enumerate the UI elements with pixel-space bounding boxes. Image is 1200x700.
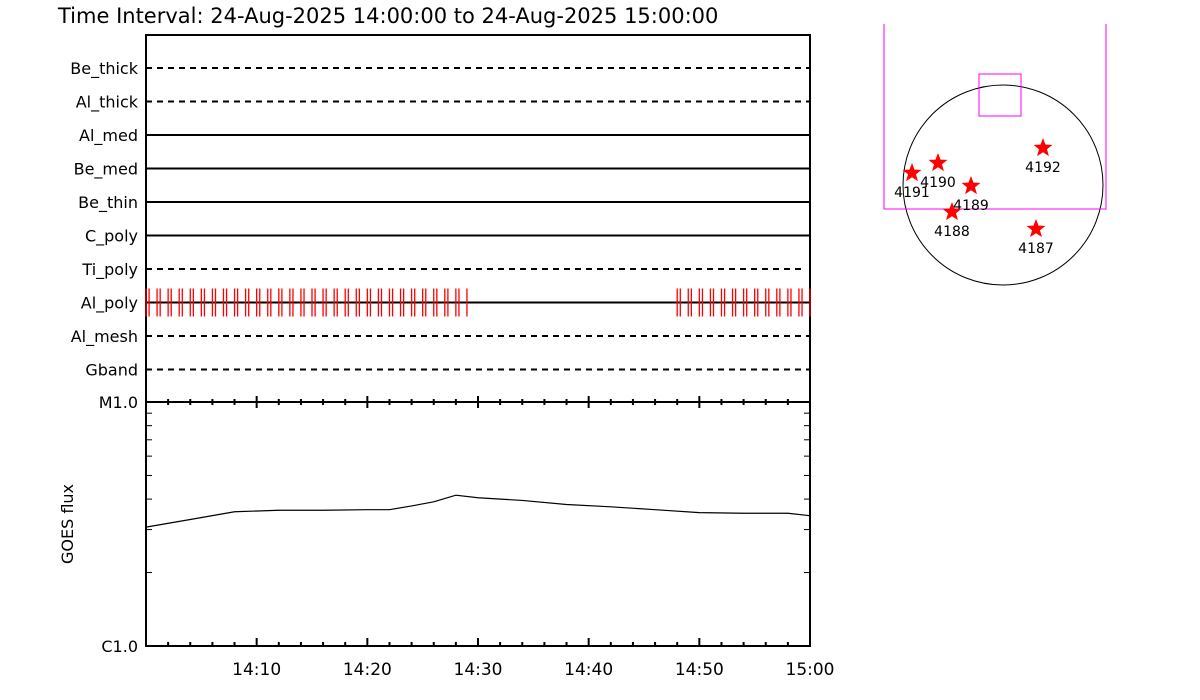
active-region-label: 4189 (953, 198, 989, 214)
filter-label: Ti_poly (81, 260, 138, 280)
xrt-fov-box (883, 24, 1107, 210)
active-region-star (942, 202, 962, 221)
xtick-label: 14:10 (232, 660, 281, 680)
xtick-label: 15:00 (786, 660, 835, 680)
filter-label: Al_poly (81, 294, 138, 314)
active-region-star (961, 176, 981, 195)
active-region-star (928, 153, 948, 172)
goes-flux-line (145, 494, 811, 528)
xtick-label: 14:50 (675, 660, 724, 680)
eis-fov-box (978, 73, 1022, 117)
xtick-label: 14:30 (454, 660, 503, 680)
filter-label: Gband (85, 361, 138, 380)
filter-label: Be_med (74, 160, 138, 180)
timeline-frame (145, 34, 811, 403)
filter-label: Be_thin (78, 193, 138, 213)
filter-timeline-panel: Be_thick Al_thick Al_med Be_med Be_thin C_pol… (70, 34, 811, 408)
active-region-label: 4192 (1025, 160, 1061, 176)
filter-label: Al_thick (76, 93, 139, 113)
active-region-star (1026, 219, 1046, 238)
xtick-label: 14:20 (343, 660, 392, 680)
filter-label: Al_mesh (71, 327, 138, 347)
chart-title: Time Interval: 24-Aug-2025 14:00:00 to 2… (57, 4, 718, 28)
solar-limb (902, 84, 1104, 286)
goes-panel: M1.0 C1.0 GOES flux 14:10 14:20 14:30 14:40 14:… (58, 393, 835, 680)
ytick-label: M1.0 (99, 393, 138, 412)
active-region-label: 4188 (934, 224, 970, 240)
y-axis-label: GOES flux (58, 484, 77, 564)
ytick-label: C1.0 (101, 637, 138, 656)
active-region-star (902, 163, 922, 182)
filter-label: C_poly (85, 227, 138, 247)
active-region-star (1033, 138, 1053, 157)
active-region-label: 4187 (1018, 241, 1054, 257)
filter-label: Al_med (79, 126, 138, 146)
active-region-label: 4190 (920, 175, 956, 191)
goes-frame (145, 401, 811, 647)
active-region-label: 4191 (894, 185, 930, 201)
filter-label: Be_thick (70, 59, 138, 79)
xtick-label: 14:40 (564, 660, 613, 680)
